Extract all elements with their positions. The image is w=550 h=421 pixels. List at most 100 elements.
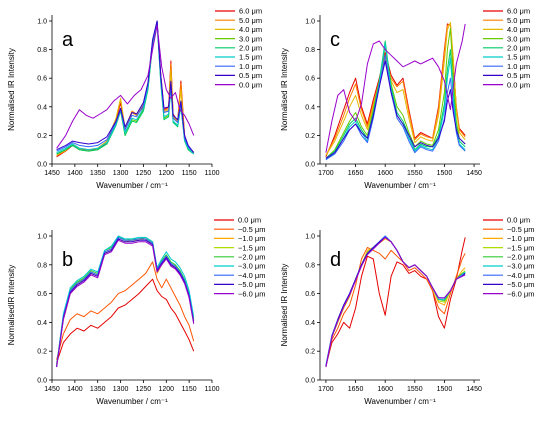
- legend-label: −4.0 μm: [507, 271, 534, 280]
- panel-letter: c: [330, 29, 340, 51]
- x-tick-label: 1250: [136, 170, 152, 177]
- x-tick-label: 1350: [90, 170, 106, 177]
- legend-label: 6.0 μm: [507, 7, 530, 16]
- panel-b: 0.0 0.2 0.4 0.6 0.8 1.0 1450 1400 1350 1300 1250 12…: [7, 216, 265, 406]
- x-axis-label: Wavenumber / cm⁻¹: [364, 181, 436, 190]
- legend-label: 4.0 μm: [239, 25, 262, 34]
- x-tick-label: 1650: [348, 170, 364, 177]
- x-tick-label: 1100: [204, 386, 219, 393]
- series-line: [56, 236, 195, 368]
- x-tick-label: 1300: [113, 386, 129, 393]
- series-line: [56, 278, 195, 363]
- legend-label: 3.0 μm: [239, 34, 262, 43]
- y-tick-label: 0.8: [37, 47, 47, 54]
- panel-letter: a: [62, 29, 74, 51]
- series-line: [325, 27, 466, 159]
- y-tick-label: 0.0: [305, 162, 315, 169]
- series-line: [325, 237, 466, 366]
- series-line: [56, 261, 195, 360]
- series-line: [56, 23, 195, 158]
- legend-label: −1.0 μm: [238, 234, 265, 243]
- series-line: [56, 238, 195, 365]
- legend-label: 0.0 μm: [238, 216, 261, 225]
- x-axis-label: Wavenumber / cm⁻¹: [96, 397, 168, 406]
- legend-label: 2.0 μm: [239, 44, 262, 53]
- legend-label: 3.0 μm: [507, 34, 530, 43]
- y-tick-label: 0.6: [37, 76, 47, 83]
- panel-c: 0.0 0.2 0.4 0.6 0.8 1.0 1700 1650 1600 1550 1500 14…: [280, 7, 530, 190]
- legend-label: −1.0 μm: [507, 234, 534, 243]
- legend-label: 0.0 μm: [239, 80, 262, 89]
- panel-a: 0.0 0.2 0.4 0.6 0.8 1.0 1450 1400 1350 1300 1250 12…: [7, 7, 262, 190]
- legend-label: 1.5 μm: [507, 53, 530, 62]
- legend-label: −3.0 μm: [507, 262, 534, 271]
- series-line: [56, 23, 195, 155]
- series-line: [325, 40, 466, 159]
- y-tick-label: 0.4: [37, 104, 47, 111]
- legend-label: 0.0 μm: [507, 216, 530, 225]
- y-tick-label: 0.0: [37, 162, 47, 169]
- x-tick-label: 1200: [158, 386, 174, 393]
- legend-label: 1.0 μm: [507, 62, 530, 71]
- series-line: [325, 23, 466, 153]
- x-tick-label: 1700: [318, 170, 334, 177]
- series-line: [325, 236, 466, 368]
- legend-label: 0.5 μm: [239, 71, 262, 80]
- y-tick-label: 0.2: [305, 349, 315, 356]
- series-line: [56, 20, 195, 153]
- x-tick-label: 1450: [466, 170, 482, 177]
- y-tick-label: 0.8: [37, 262, 47, 269]
- y-tick-label: 0.8: [305, 47, 315, 54]
- panel-letter: d: [330, 249, 341, 271]
- y-axis-label: Normalised IR Intensity: [7, 48, 16, 131]
- legend-label: −5.0 μm: [238, 280, 265, 289]
- y-tick-label: 1.0: [305, 19, 315, 26]
- legend-label: 6.0 μm: [239, 7, 262, 16]
- series-line: [56, 24, 195, 149]
- x-tick-label: 1600: [377, 170, 393, 177]
- legend-label: 5.0 μm: [239, 16, 262, 25]
- y-tick-label: 1.0: [305, 234, 315, 241]
- x-axis-label: Wavenumber / cm⁻¹: [364, 397, 436, 406]
- legend-label: −1.5 μm: [507, 243, 534, 252]
- x-axis-label: Wavenumber / cm⁻¹: [96, 181, 168, 190]
- x-tick-label: 1350: [90, 386, 106, 393]
- series-line: [56, 235, 195, 366]
- y-axis-label: NormalisedIR Intensity: [7, 265, 16, 345]
- x-tick-label: 1500: [437, 170, 453, 177]
- x-tick-label: 1400: [67, 386, 83, 393]
- y-tick-label: 0.2: [37, 349, 47, 356]
- y-tick-label: 0.4: [305, 320, 315, 327]
- y-tick-label: 0.6: [37, 291, 47, 298]
- legend-label: −5.0 μm: [507, 280, 534, 289]
- x-tick-label: 1100: [204, 170, 219, 177]
- legend-label: −1.5 μm: [238, 243, 265, 252]
- y-tick-label: 1.0: [37, 19, 47, 26]
- series-line: [325, 21, 466, 156]
- series-line: [56, 20, 195, 155]
- y-axis-label: Normalised IR Intensity: [280, 48, 289, 131]
- legend-label: −0.5 μm: [238, 225, 265, 234]
- series-line: [325, 60, 466, 159]
- legend-label: 0.5 μm: [507, 71, 530, 80]
- series-line: [325, 43, 466, 161]
- x-tick-label: 1450: [466, 386, 482, 393]
- legend-label: −2.0 μm: [507, 253, 534, 262]
- y-tick-label: 0.4: [37, 320, 47, 327]
- legend-label: 4.0 μm: [507, 25, 530, 34]
- series-line: [56, 235, 195, 366]
- legend-label: −2.0 μm: [238, 253, 265, 262]
- y-axis-label: Normalised IR Intensity: [280, 264, 289, 347]
- y-tick-label: 0.0: [37, 378, 47, 385]
- x-tick-label: 1300: [113, 170, 129, 177]
- x-tick-label: 1200: [158, 170, 174, 177]
- legend-label: −6.0 μm: [507, 289, 534, 298]
- legend-label: −4.0 μm: [238, 271, 265, 280]
- y-tick-label: 0.2: [37, 133, 47, 140]
- legend-label: 5.0 μm: [507, 16, 530, 25]
- y-tick-label: 0.6: [305, 76, 315, 83]
- x-tick-label: 1400: [67, 170, 83, 177]
- legend-label: 1.5 μm: [239, 53, 262, 62]
- series-line: [56, 239, 195, 368]
